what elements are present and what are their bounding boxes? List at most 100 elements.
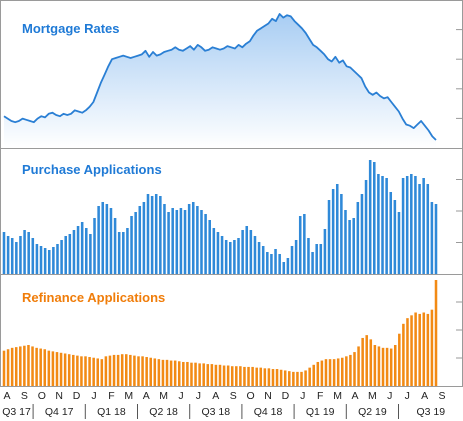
- purchase-applications-bar: [68, 234, 72, 274]
- refinance-applications-bar: [177, 361, 181, 386]
- refinance-applications-bar: [10, 347, 14, 386]
- quarter-label: Q2 19: [358, 406, 387, 418]
- purchase-applications-bar: [117, 232, 121, 274]
- purchase-applications-bar: [216, 232, 220, 274]
- purchase-applications-bar: [31, 238, 35, 274]
- month-tick-label: J: [387, 390, 392, 402]
- refinance-applications-bar: [410, 315, 413, 386]
- refinance-applications-bar: [55, 352, 59, 386]
- purchase-applications-bar: [60, 240, 63, 274]
- refinance-applications-bar: [414, 312, 417, 386]
- purchase-applications-bar: [418, 184, 421, 274]
- purchase-applications-bar: [385, 178, 388, 274]
- purchase-applications-bar: [183, 210, 187, 274]
- purchase-applications-bar: [422, 178, 425, 274]
- quarter-label: Q3 18: [201, 406, 230, 418]
- mortgage-rates-area: [4, 14, 436, 148]
- purchase-applications-bar: [270, 254, 273, 274]
- refinance-applications-bar: [292, 371, 295, 386]
- refinance-applications-bar: [23, 345, 26, 386]
- purchase-applications-bar: [159, 196, 162, 274]
- refinance-applications-bar: [206, 364, 210, 386]
- month-tick-label: N: [55, 390, 63, 402]
- quarter-label: Q4 18: [254, 406, 283, 418]
- purchase-applications-bar: [134, 212, 137, 274]
- purchase-applications-bar: [15, 242, 18, 274]
- month-tick-label: J: [405, 390, 410, 402]
- refinance-applications-bar: [202, 363, 205, 386]
- refinance-applications-bar: [72, 354, 75, 386]
- purchase-applications-bar: [179, 208, 183, 274]
- purchase-applications-bar: [27, 232, 30, 274]
- purchase-applications-bar: [101, 202, 105, 274]
- purchase-applications-bar: [356, 202, 360, 274]
- refinance-applications-bar: [230, 366, 234, 386]
- refinance-applications-bar: [398, 333, 401, 386]
- purchase-applications-bar: [335, 184, 339, 274]
- purchase-applications-bar: [224, 240, 228, 274]
- purchase-applications-bar: [377, 174, 380, 274]
- refinance-applications-bar: [226, 365, 230, 386]
- purchase-applications-bar: [373, 162, 376, 274]
- purchase-applications-bar: [261, 246, 265, 274]
- purchase-applications-bar: [323, 229, 327, 274]
- quarter-label: Q3 19: [416, 406, 445, 418]
- refinance-applications-title: Refinance Applications: [22, 290, 165, 305]
- refinance-applications-bar: [80, 356, 83, 386]
- refinance-applications-bar: [345, 356, 348, 386]
- refinance-applications-bar: [349, 354, 352, 386]
- refinance-applications-bar: [31, 346, 34, 386]
- refinance-applications-bar: [51, 351, 55, 386]
- purchase-applications-bar: [241, 230, 244, 274]
- month-tick-label: S: [438, 390, 445, 402]
- month-tick-label: A: [143, 390, 150, 402]
- refinance-applications-bar: [112, 354, 116, 386]
- purchase-applications-bar: [35, 244, 39, 274]
- refinance-applications-bar: [153, 358, 157, 386]
- purchase-applications-bar: [397, 212, 401, 274]
- purchase-applications-bar: [138, 206, 142, 274]
- refinance-applications-bar: [76, 355, 79, 386]
- refinance-applications-bar: [169, 360, 173, 386]
- refinance-applications-bar: [35, 347, 38, 386]
- purchase-applications-chart: [2, 160, 438, 274]
- refinance-applications-bar: [173, 360, 177, 386]
- month-tick-label: O: [247, 390, 255, 402]
- purchase-applications-bar: [72, 230, 76, 274]
- purchase-applications-bar: [196, 206, 199, 274]
- refinance-applications-bar: [129, 354, 132, 386]
- purchase-applications-bar: [150, 196, 154, 274]
- refinance-applications-chart: [2, 280, 438, 386]
- month-tick-label: N: [264, 390, 272, 402]
- refinance-applications-bar: [300, 371, 303, 386]
- quarter-label: Q4 17: [45, 406, 74, 418]
- refinance-applications-bar: [275, 369, 279, 386]
- purchase-applications-bar: [200, 210, 203, 274]
- month-tick-label: J: [196, 390, 201, 402]
- purchase-applications-bar: [389, 192, 393, 274]
- purchase-applications-bar: [109, 208, 113, 274]
- purchase-applications-bar: [315, 244, 318, 274]
- refinance-applications-bar: [14, 347, 18, 386]
- refinance-applications-bar: [353, 352, 356, 386]
- refinance-applications-bar: [406, 318, 409, 386]
- refinance-applications-bar: [100, 359, 104, 386]
- refinance-applications-bar: [336, 358, 340, 386]
- purchase-applications-bar: [327, 200, 331, 274]
- purchase-applications-bar: [249, 230, 253, 274]
- refinance-applications-bar: [361, 337, 364, 386]
- x-axis: A S O N D J F M A M J J A S O N D J F M A M J J A SQ3 17 Q4 17 Q1 1…: [2, 390, 446, 419]
- purchase-applications-bar: [2, 232, 6, 274]
- purchase-applications-bar: [23, 230, 26, 274]
- month-tick-label: A: [421, 390, 428, 402]
- refinance-applications-bar: [393, 345, 397, 386]
- refinance-applications-bar: [108, 355, 112, 386]
- refinance-applications-bar: [27, 345, 30, 386]
- purchase-applications-bar: [344, 210, 347, 274]
- refinance-applications-bar: [43, 349, 47, 386]
- refinance-applications-bar: [19, 346, 22, 386]
- purchase-applications-bar: [294, 240, 298, 274]
- purchase-applications-bar: [233, 240, 236, 274]
- purchase-applications-bar: [257, 242, 261, 274]
